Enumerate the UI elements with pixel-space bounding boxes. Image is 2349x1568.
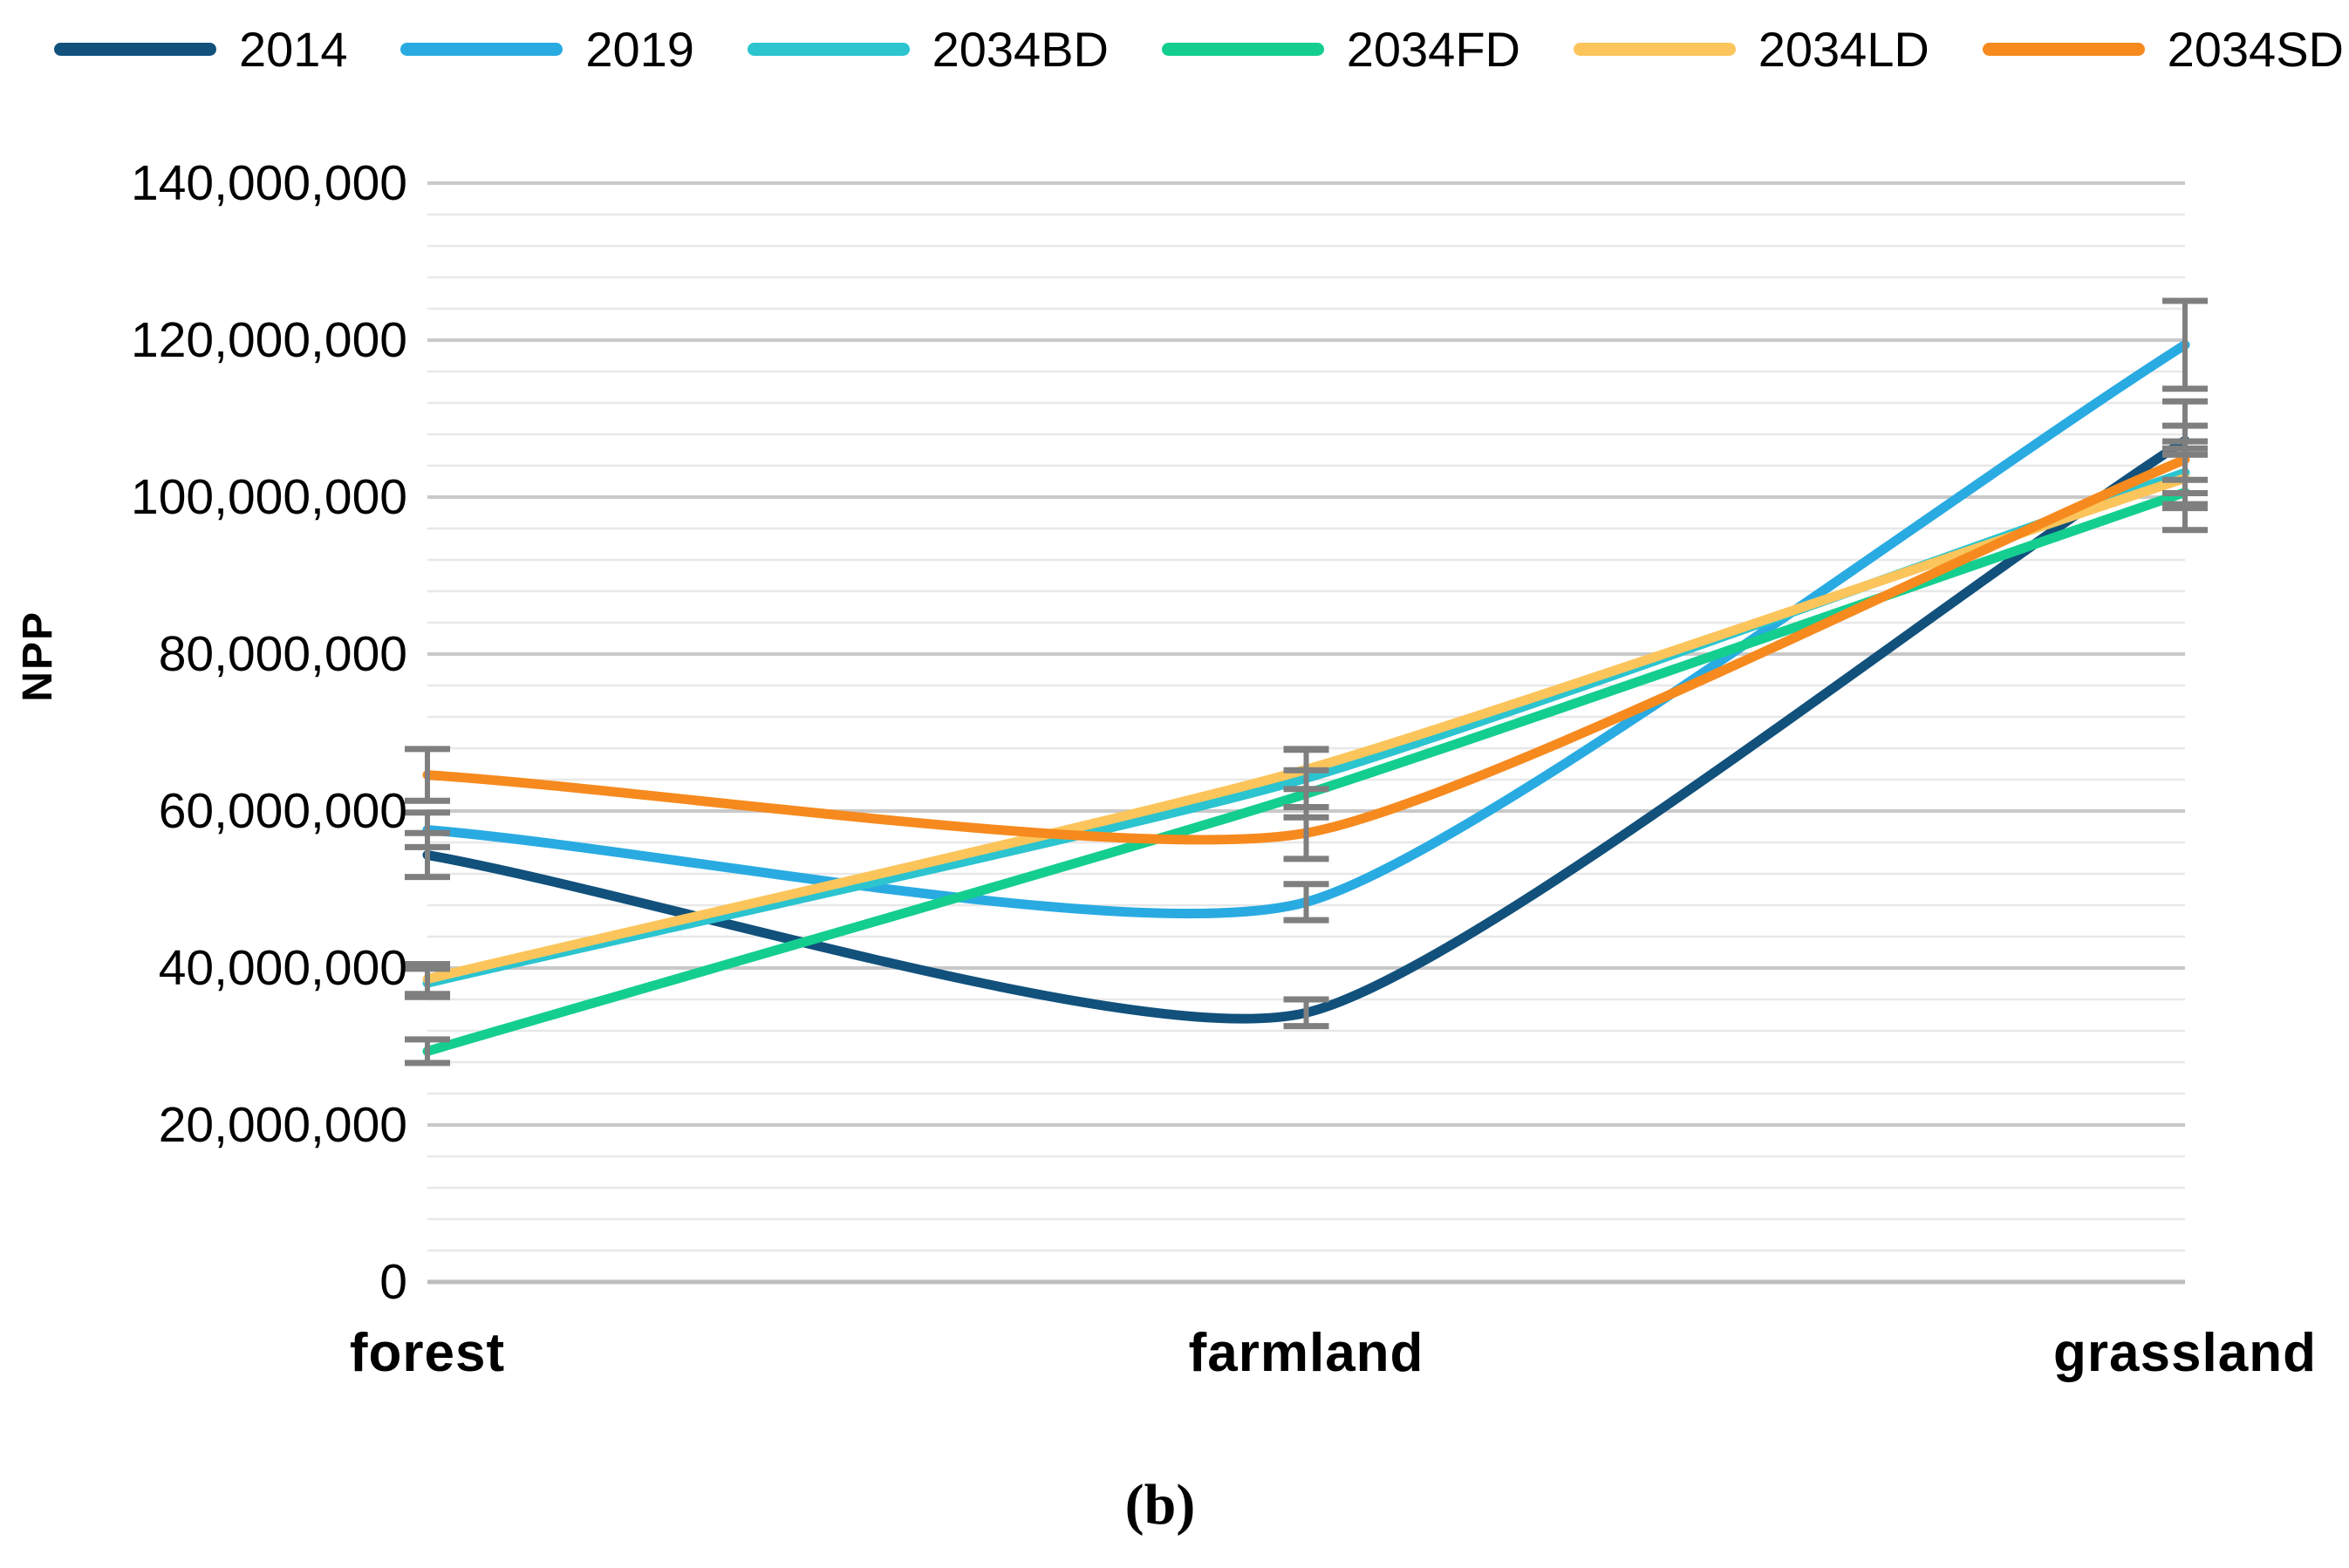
legend-swatch-2014 bbox=[54, 42, 216, 56]
error-bar-2019-farmland bbox=[1283, 881, 1329, 924]
legend-label: 2034FD bbox=[1346, 21, 1520, 77]
chart-legend: 2014 2019 2034BD 2034FD 2034LD 2034SD bbox=[54, 12, 2344, 85]
legend-swatch-2034LD bbox=[1573, 42, 1736, 56]
legend-label: 2034BD bbox=[932, 21, 1109, 77]
legend-label: 2034LD bbox=[1758, 21, 1929, 77]
error-bar-2034FD-forest bbox=[405, 1036, 450, 1067]
error-bar-2019-forest bbox=[405, 809, 450, 850]
legend-item-2034BD: 2034BD bbox=[747, 21, 1109, 78]
legend-swatch-2034BD bbox=[747, 42, 910, 56]
figure-caption: (b) bbox=[1124, 1473, 1196, 1537]
legend-swatch-2034SD bbox=[1982, 42, 2145, 56]
y-axis-tick-label: 80,000,000 bbox=[158, 626, 407, 682]
y-axis-tick-label: 140,000,000 bbox=[131, 155, 407, 211]
error-bar-2034SD-grassland bbox=[2162, 422, 2208, 496]
legend-label: 2014 bbox=[239, 21, 348, 77]
legend-swatch-2019 bbox=[400, 42, 563, 56]
y-axis-tick-label: 120,000,000 bbox=[131, 312, 407, 368]
y-axis-tick-label: 100,000,000 bbox=[131, 469, 407, 525]
legend-item-2019: 2019 bbox=[400, 21, 694, 78]
legend-item-2034FD: 2034FD bbox=[1161, 21, 1520, 78]
error-bar-2034SD-farmland bbox=[1283, 804, 1329, 862]
error-bar-2034LD-forest bbox=[405, 961, 450, 998]
error-bar-2034LD-farmland bbox=[1283, 747, 1329, 793]
legend-swatch-2034FD bbox=[1161, 42, 1324, 56]
legend-label: 2019 bbox=[585, 21, 694, 77]
y-axis-tick-label: 60,000,000 bbox=[158, 783, 407, 839]
error-bar-2019-grassland bbox=[2162, 297, 2208, 392]
error-bar-2034SD-forest bbox=[405, 746, 450, 804]
legend-label: 2034SD bbox=[2167, 21, 2344, 77]
legend-item-2014: 2014 bbox=[54, 21, 348, 78]
legend-item-2034LD: 2034LD bbox=[1573, 21, 1929, 78]
error-bar-2014-farmland bbox=[1283, 996, 1329, 1030]
x-axis-label-farmland: farmland bbox=[1188, 1323, 1424, 1383]
y-axis-tick-label: 20,000,000 bbox=[158, 1097, 407, 1153]
x-axis-label-grassland: grassland bbox=[2053, 1323, 2317, 1383]
y-axis-tick-label: 0 bbox=[379, 1254, 407, 1310]
y-axis-tick-label: 40,000,000 bbox=[158, 940, 407, 996]
x-axis-label-forest: forest bbox=[349, 1323, 506, 1383]
legend-item-2034SD: 2034SD bbox=[1982, 21, 2344, 78]
